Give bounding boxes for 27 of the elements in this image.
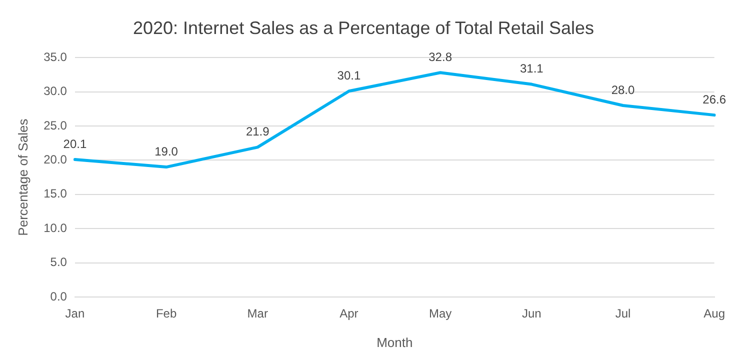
x-axis-title: Month <box>376 334 413 350</box>
x-tick-label: Jun <box>522 306 542 321</box>
data-label: 20.1 <box>63 136 87 151</box>
data-label: 30.1 <box>337 68 361 82</box>
y-tick-label: 0.0 <box>50 289 68 304</box>
data-label: 28.0 <box>611 82 635 97</box>
y-axis-title: Percentage of Sales <box>15 118 30 236</box>
y-tick-label: 30.0 <box>44 84 68 98</box>
y-tick-label: 10.0 <box>44 220 68 235</box>
x-tick-label: Jan <box>65 306 85 321</box>
data-label: 32.8 <box>428 50 452 64</box>
chart-title: 2020: Internet Sales as a Percentage of Total Retail Sales <box>133 18 594 38</box>
x-tick-label: May <box>428 306 452 321</box>
x-tick-label: Mar <box>247 306 268 321</box>
data-label: 26.6 <box>702 92 726 106</box>
data-label: 31.1 <box>520 62 544 76</box>
data-label: 21.9 <box>246 124 270 139</box>
x-tick-label: Aug <box>704 306 726 321</box>
x-tick-label: Jul <box>615 306 631 321</box>
data-label: 19.0 <box>154 144 178 158</box>
y-tick-label: 20.0 <box>44 152 68 167</box>
y-tick-label: 25.0 <box>44 118 68 132</box>
y-tick-label: 35.0 <box>44 50 68 64</box>
x-tick-label: Feb <box>156 306 177 321</box>
y-tick-label: 5.0 <box>50 255 68 270</box>
x-tick-label: Apr <box>340 306 358 321</box>
y-tick-label: 15.0 <box>44 186 68 201</box>
